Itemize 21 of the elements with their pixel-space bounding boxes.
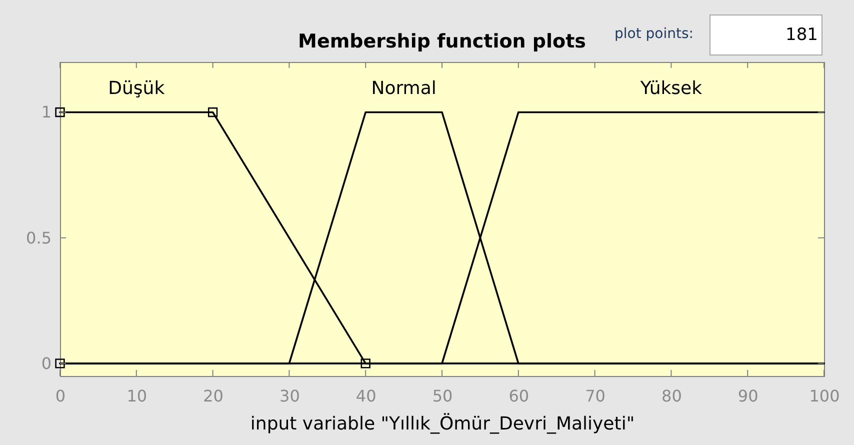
- text: plot points:: [614, 26, 694, 42]
- x-tick-label: 0: [55, 386, 66, 406]
- y-tick-label: 0: [41, 354, 52, 373]
- series-label: Düşük: [108, 78, 166, 100]
- x-axis-title: input variable "Yıllık_Ömür_Devri_Maliyeti": [250, 412, 635, 434]
- x-tick-label: 10: [126, 386, 148, 406]
- y-tick-label: 1: [41, 102, 52, 122]
- x-tick-label: 20: [203, 386, 224, 406]
- x-tick-label: 50: [432, 386, 453, 406]
- series-label: Yüksek: [639, 78, 703, 100]
- series-label: Normal: [371, 78, 436, 100]
- x-tick-label: 80: [662, 386, 682, 406]
- x-tick-label: 70: [585, 386, 606, 406]
- text: 181: [786, 25, 818, 45]
- chart-title: Membership function plots: [298, 30, 586, 52]
- x-tick-label: 100: [809, 386, 840, 406]
- y-tick-label: 0.5: [26, 228, 52, 248]
- x-tick-label: 40: [356, 386, 376, 406]
- x-tick-label: 30: [280, 386, 300, 406]
- x-tick-label: 60: [508, 386, 530, 406]
- x-tick-label: 90: [738, 386, 758, 406]
